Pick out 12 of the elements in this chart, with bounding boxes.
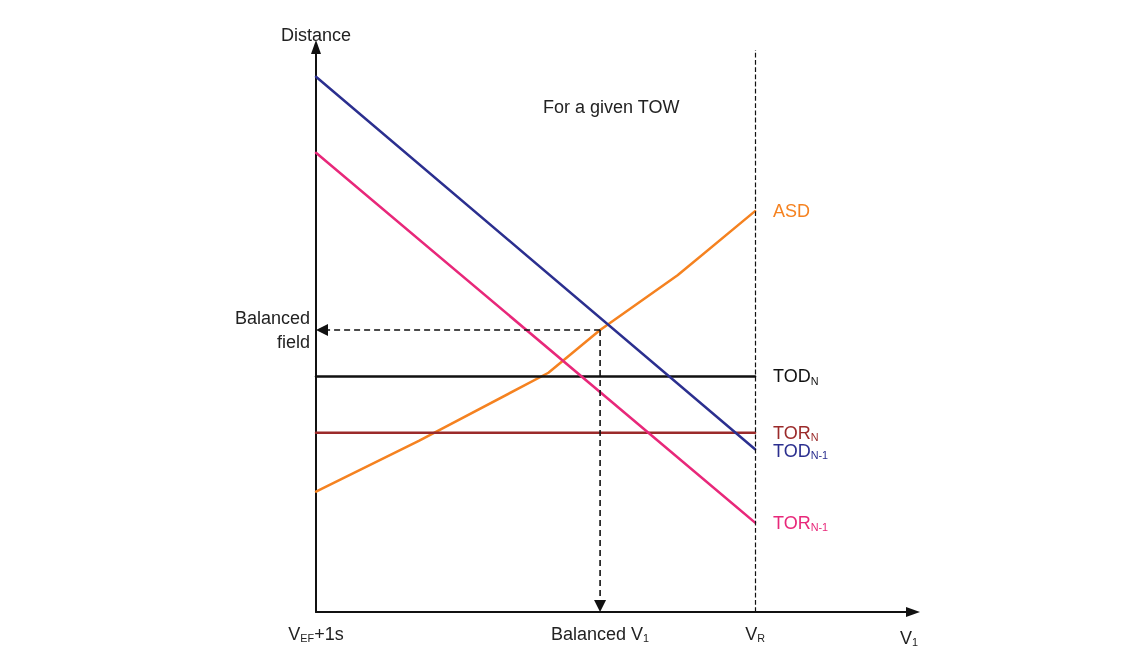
series-label: TORN-1 [773, 512, 829, 533]
x-tick-label: VR [745, 623, 766, 644]
x-tick-label: VEF+1s [288, 623, 344, 644]
annotation: For a given TOW [543, 97, 680, 117]
x-tick-label: Balanced V1 [551, 623, 650, 644]
y-axis-title: Distance [280, 25, 352, 45]
series-label: TORN [773, 422, 819, 443]
series-label: TODN-1 [773, 441, 829, 462]
x-axis-title: V1 [900, 628, 919, 649]
annotation: Balanced field [234, 307, 310, 352]
series-label: TODN [773, 366, 819, 387]
series-label: ASD [773, 201, 811, 222]
